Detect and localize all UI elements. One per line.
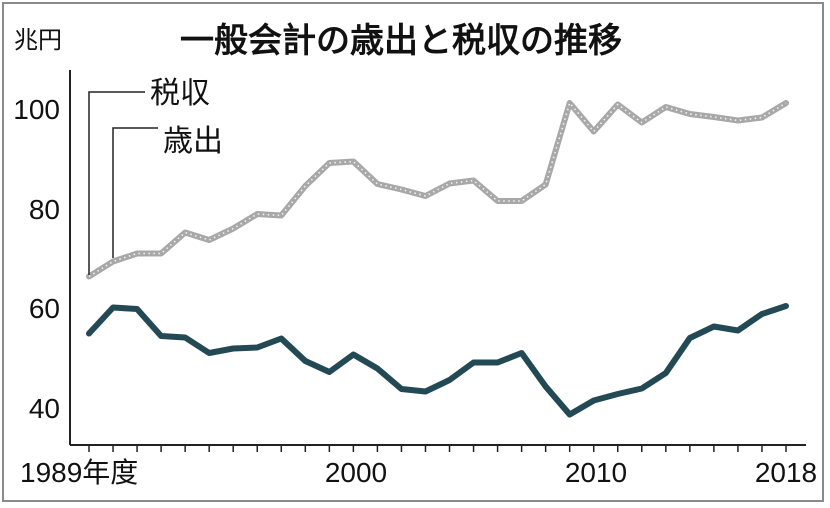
- chart-title: 一般会計の歳出と税収の推移: [180, 21, 622, 61]
- legend-label-saishutsu: 歳出: [163, 124, 223, 159]
- x-tick-label: 2018: [755, 457, 817, 488]
- x-tick-label: 2000: [325, 457, 387, 488]
- y-axis-unit: 兆円: [14, 26, 62, 54]
- x-tick-label: 1989年度: [20, 457, 138, 488]
- series-line-saishutsu: [86, 303, 789, 418]
- legend-leader-zeishu: [88, 91, 145, 275]
- series-line-zeishu-texture: [88, 101, 787, 278]
- x-tick-label: 2010: [565, 457, 627, 488]
- series-lines: [86, 100, 789, 418]
- y-tick-label: 60: [29, 293, 60, 324]
- legend-leaders: [88, 91, 158, 275]
- y-ticks: 40 60 80 100: [13, 94, 60, 424]
- y-tick-label: 100: [13, 94, 60, 125]
- x-tick-marks: [88, 445, 787, 452]
- legend-label-zeishu: 税収: [150, 76, 210, 111]
- y-tick-label: 40: [29, 393, 60, 424]
- legend-leader-saishutsu: [112, 127, 158, 258]
- x-ticks: 1989年度 2000 2010 2018: [20, 457, 817, 488]
- y-tick-label: 80: [29, 194, 60, 225]
